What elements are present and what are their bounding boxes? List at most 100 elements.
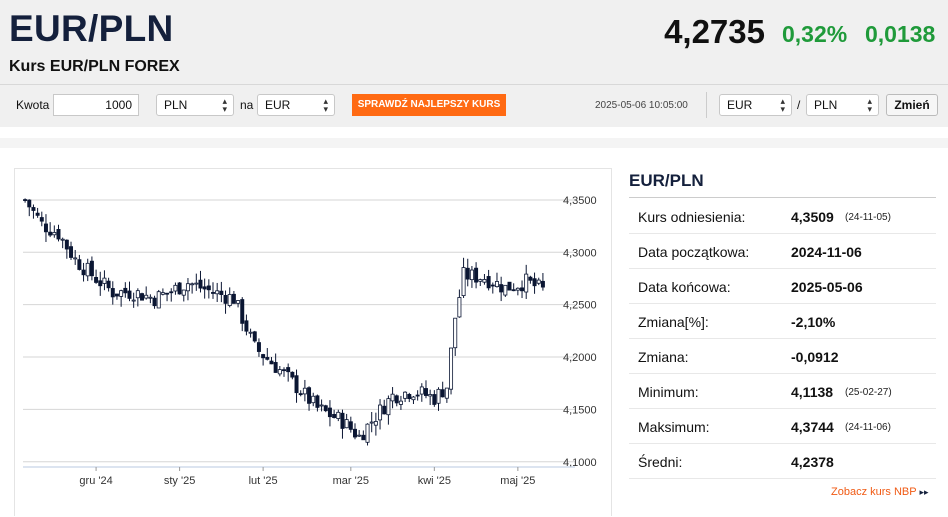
select-arrows-icon: ▴ ▾: [323, 96, 328, 114]
candle-body: [144, 294, 149, 299]
candle-body: [177, 282, 182, 295]
summary-rule: [629, 197, 936, 198]
summary-value: 4,3744: [791, 419, 834, 435]
pair-slash: /: [797, 98, 801, 112]
candle-body: [277, 369, 282, 375]
toolbar-divider: [706, 92, 707, 118]
from-currency-select[interactable]: PLN ▴ ▾: [156, 94, 234, 116]
candle-body: [185, 283, 190, 292]
y-tick-label: 4,2000: [563, 352, 597, 364]
candle-body: [386, 398, 391, 416]
candle-body: [81, 269, 86, 276]
candle-body: [332, 413, 337, 418]
best-rate-button[interactable]: SPRAWDŹ NAJLEPSZY KURS: [352, 94, 506, 116]
candle-body: [398, 400, 403, 405]
candle-body: [194, 282, 199, 285]
summary-label: Data początkowa:: [638, 244, 750, 260]
y-tick-label: 4,1500: [563, 404, 597, 416]
summary-value: -0,0912: [791, 349, 839, 365]
candle-body: [102, 277, 107, 284]
candle-body: [449, 347, 454, 390]
amount-input[interactable]: 1000: [53, 94, 139, 116]
candle-body: [494, 281, 499, 288]
candle-body: [273, 362, 278, 373]
candle-body: [60, 238, 65, 241]
candle-body: [394, 395, 399, 404]
candle-body: [231, 293, 236, 304]
summary-value: 4,1138: [791, 384, 834, 400]
to-currency-select[interactable]: EUR ▴ ▾: [257, 94, 335, 116]
nbp-rate-link[interactable]: Zobacz kurs NBP ▸▸: [831, 486, 929, 498]
double-chevron-right-icon: ▸▸: [919, 487, 929, 497]
to-currency-value: EUR: [265, 98, 291, 112]
summary-label: Średni:: [638, 454, 683, 470]
summary-title: EUR/PLN: [629, 171, 704, 190]
candle-body: [540, 280, 545, 288]
x-tick-label: gru '24: [79, 475, 112, 487]
candle-body: [411, 396, 416, 401]
amount-label: Kwota: [16, 98, 50, 112]
select-arrows-icon: ▴ ▾: [867, 96, 872, 114]
summary-row: Zmiana[%]: -2,10%: [629, 304, 936, 339]
candle-body: [490, 284, 495, 287]
candle-body: [127, 290, 132, 299]
summary-label: Zmiana[%]:: [638, 314, 709, 330]
summary-value: 4,2378: [791, 454, 834, 470]
candle-body: [198, 279, 203, 289]
x-tick-label: mar '25: [333, 475, 369, 487]
candle-body: [119, 290, 124, 297]
candle-body: [106, 280, 111, 289]
candle-body: [282, 369, 286, 372]
candle-body: [156, 291, 161, 309]
candle-body: [148, 296, 153, 299]
candle-body: [382, 405, 387, 415]
candle-body: [478, 279, 483, 282]
candle-body: [39, 217, 44, 222]
candle-body: [223, 295, 228, 304]
candle-body: [461, 267, 466, 297]
summary-label: Data końcowa:: [638, 279, 731, 295]
candle-body: [348, 421, 353, 430]
candle-body: [290, 371, 295, 378]
candle-body: [244, 320, 249, 332]
candle-body: [436, 388, 441, 404]
candle-body: [365, 423, 370, 443]
candle-body: [56, 229, 61, 240]
candle-body: [165, 292, 170, 295]
quote-currency-select[interactable]: PLN ▴ ▾: [806, 94, 879, 116]
candle-body: [240, 299, 245, 324]
candle-body: [173, 284, 178, 292]
section-divider: [0, 138, 948, 148]
candle-body: [482, 279, 487, 283]
header-divider: [0, 84, 948, 85]
candle-body: [261, 354, 266, 359]
summary-value: 2024-11-06: [791, 244, 862, 260]
change-pair-button[interactable]: Zmień: [886, 94, 938, 116]
current-rate: 4,2735: [664, 13, 765, 50]
base-currency-select[interactable]: EUR ▴ ▾: [719, 94, 792, 116]
summary-date: (24-11-06): [845, 422, 891, 433]
candle-body: [48, 231, 53, 236]
page-subtitle: Kurs EUR/PLN FOREX: [9, 58, 180, 75]
candle-body: [378, 404, 383, 421]
candle-body: [98, 280, 103, 287]
quote-header: EUR/PLN Kurs EUR/PLN FOREX 4,2735 0,32% …: [0, 0, 948, 127]
candle-body: [169, 291, 174, 294]
candle-body: [110, 288, 115, 298]
candle-body: [256, 342, 261, 352]
candle-body: [515, 287, 520, 291]
candle-body: [35, 212, 40, 216]
candle-body: [428, 394, 433, 397]
base-currency-value: EUR: [727, 98, 753, 112]
summary-row: Data początkowa: 2024-11-06: [629, 234, 936, 269]
candle-body: [415, 394, 420, 397]
summary-value: 2025-05-06: [791, 279, 863, 295]
summary-row: Maksimum: 4,3744 (24-11-06): [629, 409, 936, 444]
candle-body: [524, 273, 529, 293]
x-tick-label: kwi '25: [418, 475, 451, 487]
summary-row: Średni: 4,2378: [629, 444, 936, 479]
select-arrows-icon: ▴ ▾: [780, 96, 785, 114]
page-title: EUR/PLN: [9, 8, 174, 49]
candle-body: [311, 395, 316, 404]
summary-row: Zmiana: -0,0912: [629, 339, 936, 374]
